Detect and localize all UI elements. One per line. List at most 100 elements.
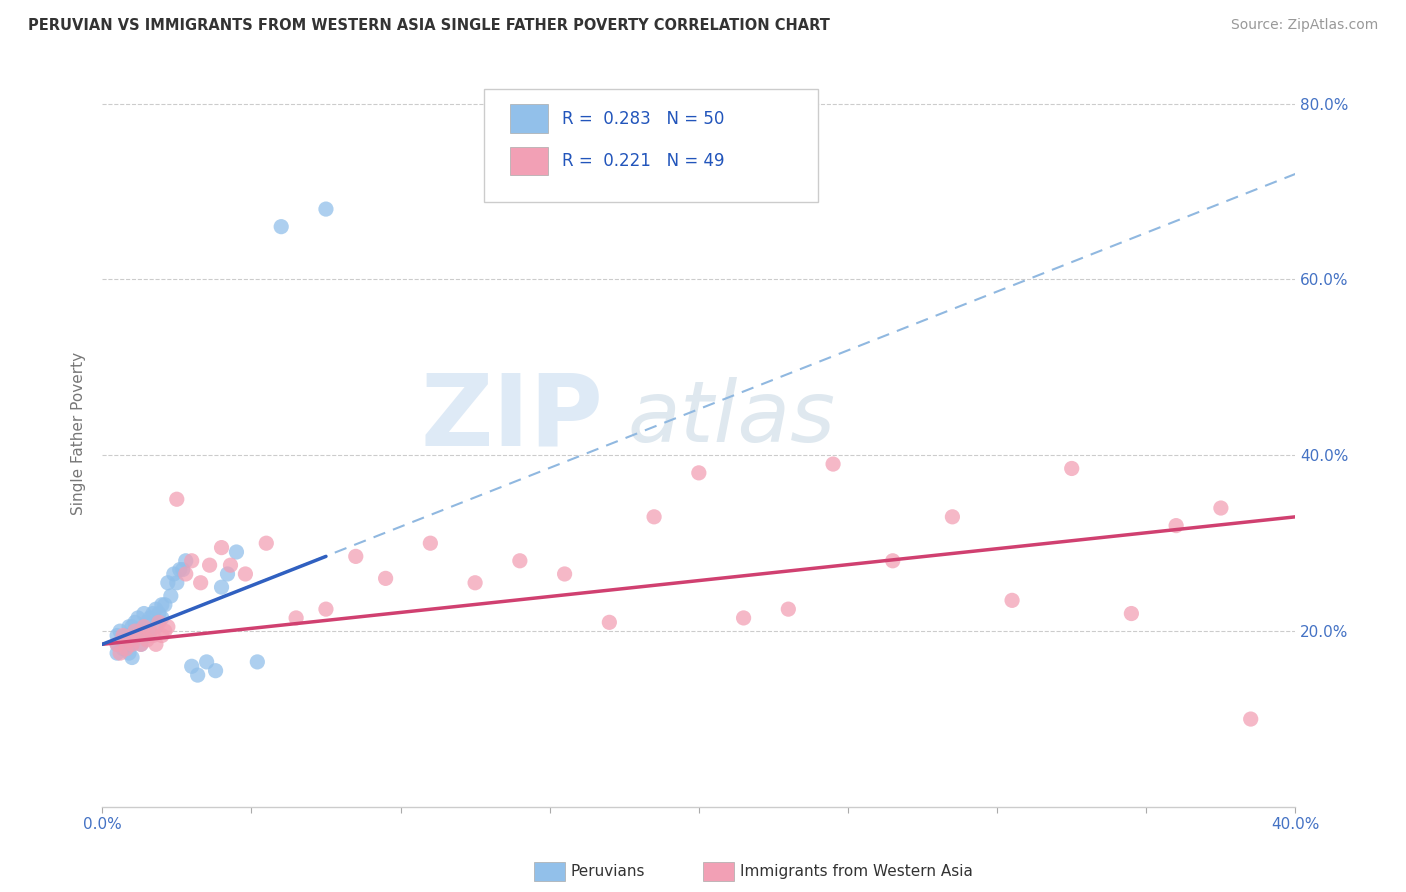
Point: [554, 566, 576, 581]
Point: [145, 620, 167, 634]
Text: Immigrants from Western Asia: Immigrants from Western Asia: [740, 864, 973, 879]
Point: [180, 554, 202, 568]
Point: [112, 641, 135, 656]
Point: [150, 611, 173, 625]
Point: [195, 655, 218, 669]
Point: [1001, 593, 1024, 607]
Point: [139, 624, 162, 639]
FancyBboxPatch shape: [484, 89, 818, 202]
Point: [778, 602, 800, 616]
Point: [121, 628, 143, 642]
FancyBboxPatch shape: [510, 147, 548, 176]
Text: Source: ZipAtlas.com: Source: ZipAtlas.com: [1230, 18, 1378, 32]
Point: [166, 575, 188, 590]
Point: [374, 571, 396, 585]
Point: [127, 628, 149, 642]
Point: [464, 575, 486, 590]
Point: [315, 202, 337, 216]
Point: [136, 615, 159, 630]
Point: [159, 589, 181, 603]
Point: [198, 558, 221, 573]
Point: [688, 466, 710, 480]
Point: [145, 602, 167, 616]
Point: [150, 598, 173, 612]
Point: [136, 632, 159, 647]
Point: [121, 650, 143, 665]
Point: [142, 607, 165, 621]
Point: [148, 615, 170, 630]
Point: [1240, 712, 1263, 726]
Point: [115, 641, 138, 656]
Point: [129, 637, 152, 651]
Point: [129, 624, 152, 639]
Point: [132, 607, 155, 621]
Point: [166, 492, 188, 507]
Point: [139, 611, 162, 625]
Point: [118, 646, 141, 660]
Point: [509, 554, 531, 568]
Point: [823, 457, 845, 471]
Point: [132, 620, 155, 634]
Point: [1166, 518, 1188, 533]
Point: [108, 646, 131, 660]
Point: [1121, 607, 1143, 621]
Point: [419, 536, 441, 550]
Point: [136, 628, 159, 642]
Point: [105, 646, 128, 660]
Point: [105, 628, 128, 642]
Point: [172, 563, 194, 577]
Point: [217, 566, 239, 581]
Point: [142, 628, 165, 642]
Point: [121, 637, 143, 651]
Point: [941, 509, 963, 524]
Point: [118, 620, 141, 634]
Point: [1060, 461, 1083, 475]
Point: [187, 668, 209, 682]
Point: [108, 624, 131, 639]
Point: [145, 637, 167, 651]
Point: [148, 607, 170, 621]
Point: [105, 637, 128, 651]
Point: [127, 611, 149, 625]
Point: [124, 615, 146, 630]
Point: [121, 620, 143, 634]
Point: [132, 620, 155, 634]
Point: [124, 624, 146, 639]
Point: [643, 509, 665, 524]
Point: [246, 655, 269, 669]
Point: [211, 541, 233, 555]
Text: R =  0.283   N = 50: R = 0.283 N = 50: [561, 110, 724, 128]
Point: [211, 580, 233, 594]
Point: [150, 628, 173, 642]
Point: [169, 563, 191, 577]
Point: [344, 549, 367, 564]
Point: [156, 620, 179, 634]
Point: [174, 554, 197, 568]
Point: [105, 637, 128, 651]
Point: [153, 624, 176, 639]
Point: [112, 628, 135, 642]
Point: [270, 219, 292, 234]
Point: [180, 659, 202, 673]
Point: [139, 624, 162, 639]
Point: [1209, 501, 1232, 516]
Y-axis label: Single Father Poverty: Single Father Poverty: [72, 351, 86, 515]
Point: [219, 558, 242, 573]
Text: PERUVIAN VS IMMIGRANTS FROM WESTERN ASIA SINGLE FATHER POVERTY CORRELATION CHART: PERUVIAN VS IMMIGRANTS FROM WESTERN ASIA…: [28, 18, 830, 33]
Point: [598, 615, 620, 630]
Point: [190, 575, 212, 590]
Point: [118, 632, 141, 647]
Point: [163, 566, 186, 581]
Text: atlas: atlas: [627, 376, 835, 460]
Point: [112, 632, 135, 647]
Point: [127, 628, 149, 642]
Point: [115, 628, 138, 642]
Point: [153, 598, 176, 612]
Point: [315, 602, 337, 616]
Text: ZIP: ZIP: [420, 370, 603, 467]
Point: [156, 575, 179, 590]
Point: [733, 611, 755, 625]
Text: Peruvians: Peruvians: [571, 864, 645, 879]
Point: [204, 664, 226, 678]
Point: [882, 554, 904, 568]
